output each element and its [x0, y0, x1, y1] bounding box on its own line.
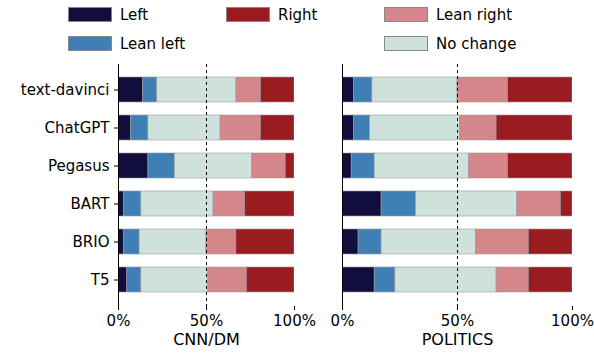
- svg-text:CNN/DM: CNN/DM: [173, 330, 240, 349]
- html-text:Left: Left: [120, 5, 149, 24]
- svg-text:0%: 0%: [331, 312, 355, 330]
- svg-text:100%: 100%: [273, 312, 316, 330]
- svg-text:POLITICS: POLITICS: [422, 330, 494, 349]
- html-text:Lean right: Lean right: [436, 5, 512, 24]
- svg-text:BRIO: BRIO: [73, 233, 110, 251]
- svg-text:100%: 100%: [551, 312, 594, 330]
- svg-text:50%: 50%: [441, 312, 474, 330]
- svg-text:BART: BART: [70, 195, 110, 213]
- svg-text:ChatGPT: ChatGPT: [45, 119, 111, 137]
- svg-text:text-davinci: text-davinci: [21, 81, 110, 99]
- html-text:Lean left: Lean left: [120, 34, 186, 53]
- svg-text:50%: 50%: [190, 312, 223, 330]
- svg-text:Pegasus: Pegasus: [48, 157, 110, 175]
- html-text:Right: Right: [278, 5, 318, 24]
- svg-text:T5: T5: [90, 271, 110, 289]
- svg-text:0%: 0%: [107, 312, 131, 330]
- html-text:No change: No change: [436, 34, 517, 53]
